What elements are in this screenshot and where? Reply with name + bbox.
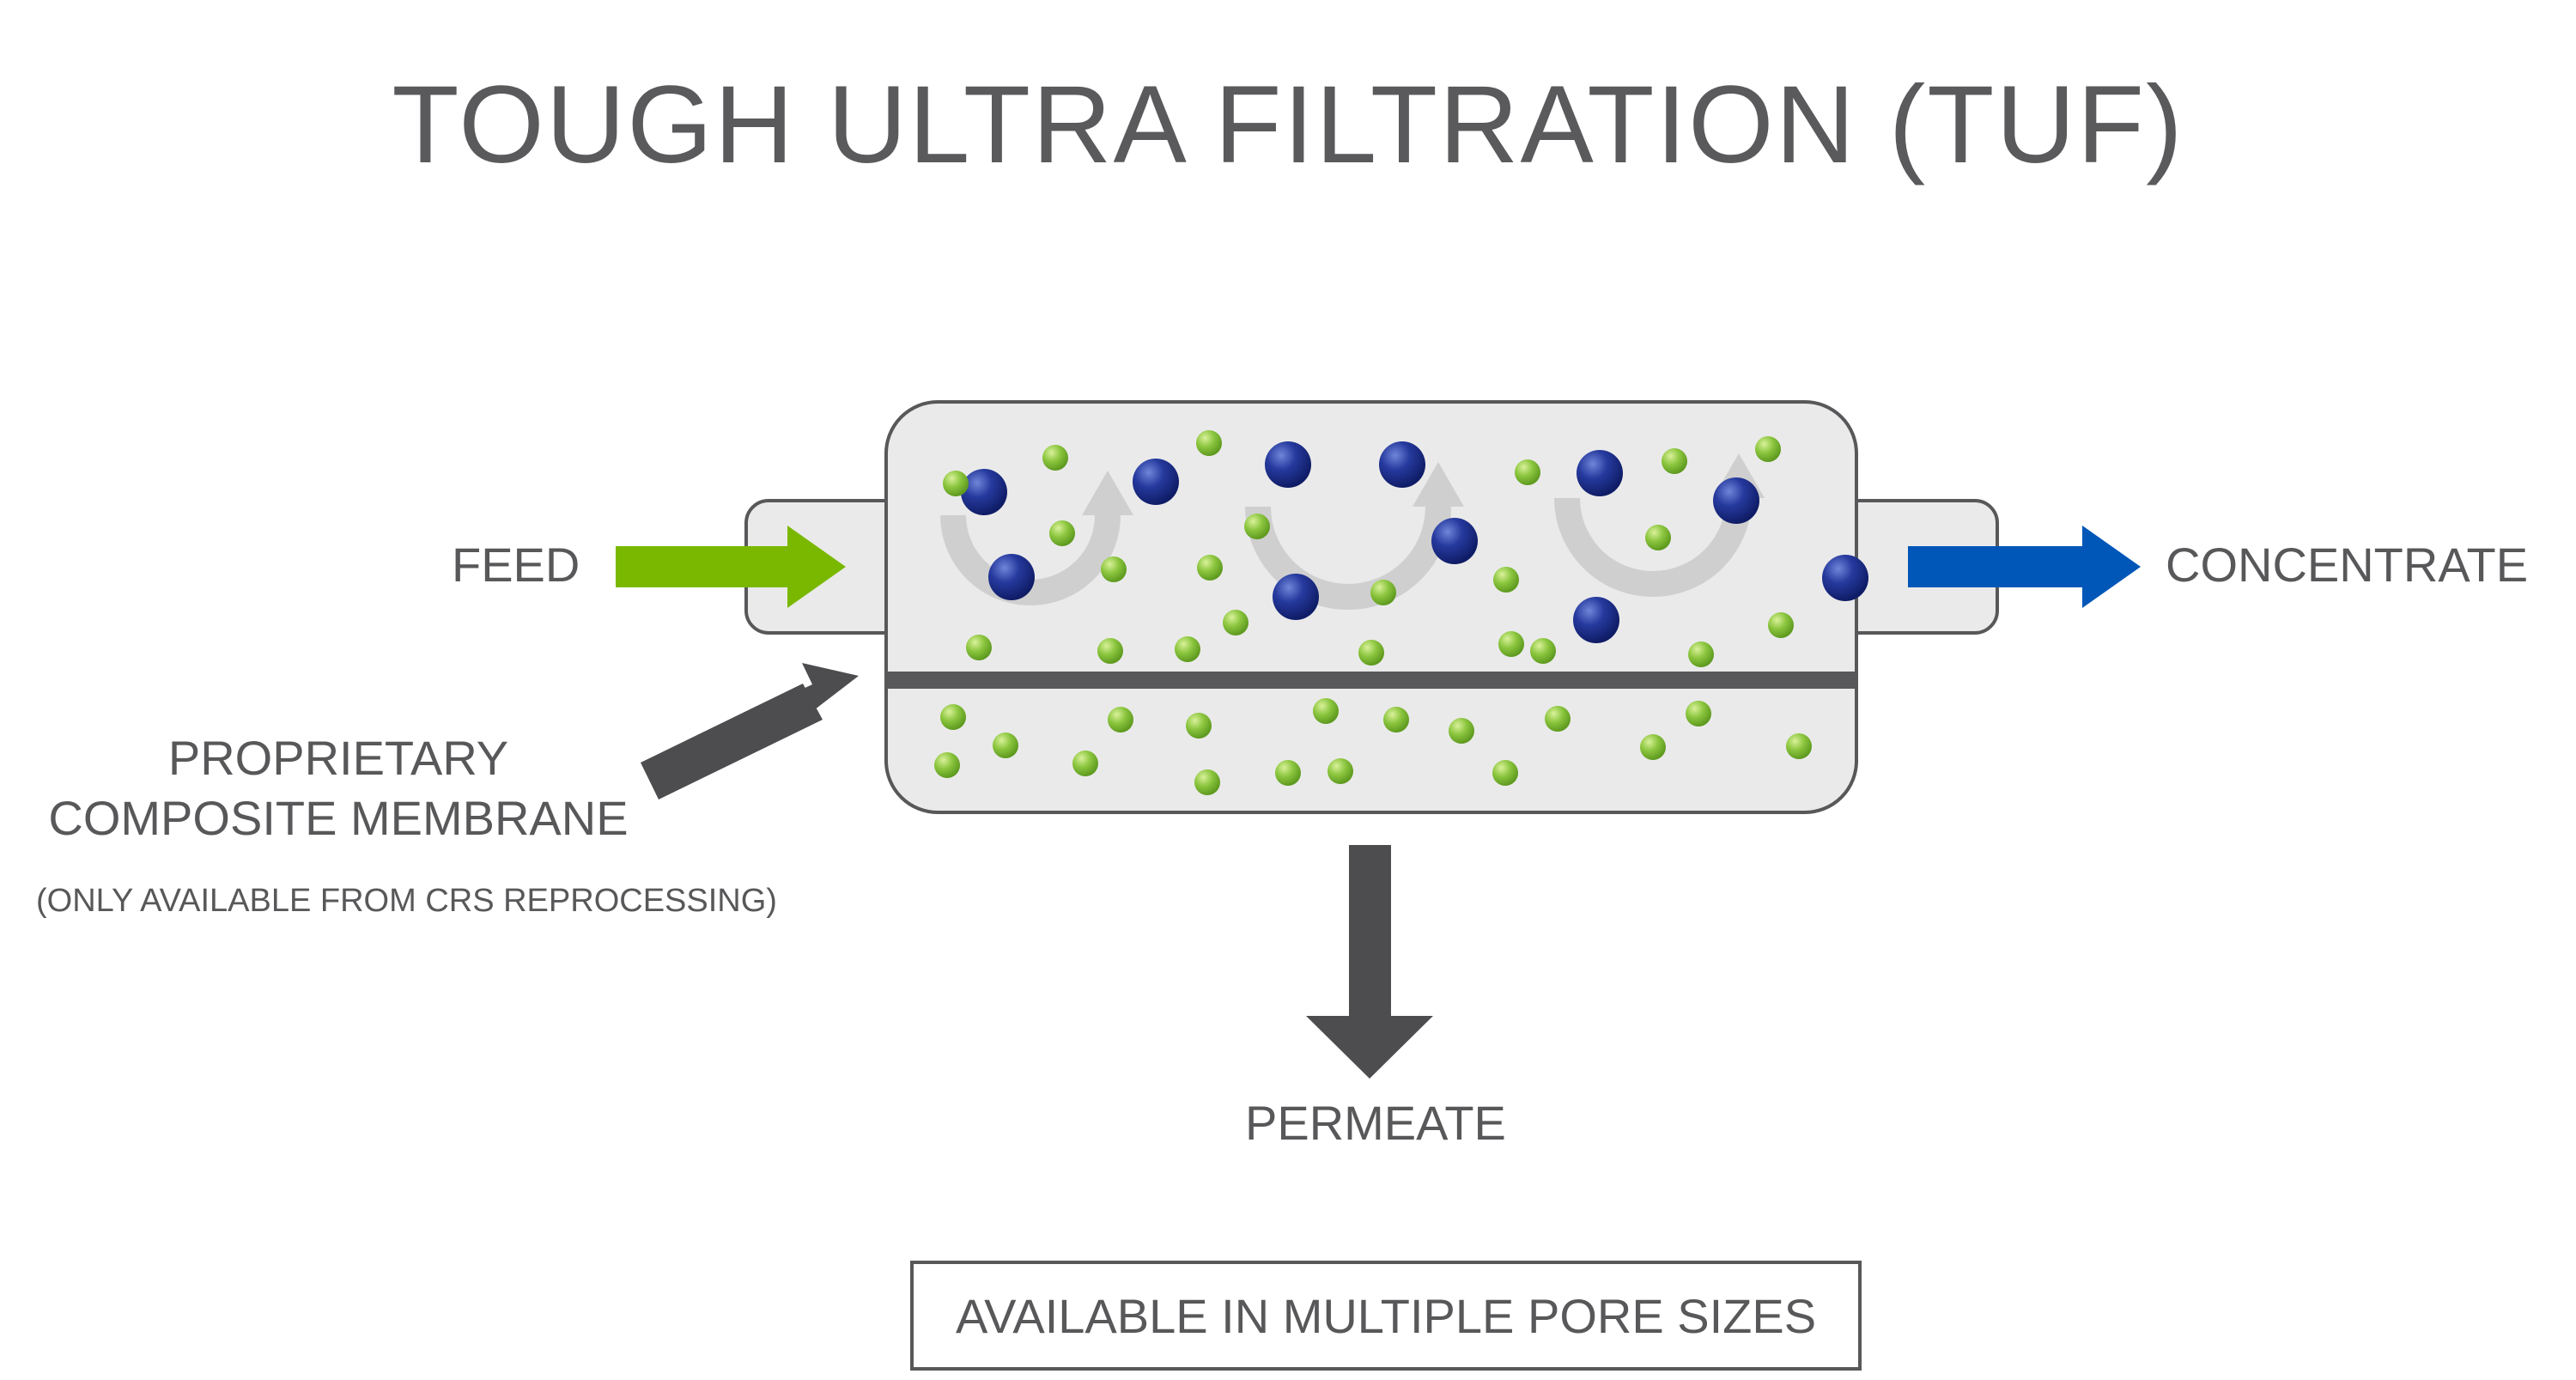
small-particle — [1358, 640, 1384, 666]
small-particle — [1688, 641, 1714, 667]
large-particle — [961, 469, 1007, 515]
membrane-label-line2: COMPOSITE MEMBRANE — [48, 791, 629, 845]
small-particle — [1492, 760, 1518, 786]
small-particle — [1097, 638, 1123, 664]
flow-arrow-1 — [940, 514, 1121, 605]
small-particle — [1197, 555, 1223, 581]
small-particle — [1768, 612, 1794, 638]
large-particle — [1273, 574, 1319, 620]
small-particle — [1313, 698, 1339, 724]
pore-sizes-text: AVAILABLE IN MULTIPLE PORE SIZES — [955, 1288, 1817, 1343]
small-particle — [1545, 706, 1571, 732]
small-particle — [1449, 718, 1474, 744]
small-particle — [1515, 459, 1540, 485]
composite-membrane — [886, 672, 1856, 689]
small-particle — [943, 471, 969, 496]
large-particle — [1577, 450, 1623, 496]
small-particle — [1042, 445, 1068, 471]
small-particle — [1175, 636, 1200, 662]
small-particle — [1244, 514, 1270, 539]
large-particle — [1379, 441, 1425, 488]
small-particle — [993, 733, 1018, 758]
large-particle — [1573, 597, 1619, 643]
small-particle — [1686, 701, 1711, 726]
small-particle — [1223, 610, 1249, 635]
small-particle — [1498, 631, 1524, 657]
pore-sizes-box: AVAILABLE IN MULTIPLE PORE SIZES — [910, 1261, 1862, 1371]
flow-arrow-3 — [1554, 497, 1752, 597]
membrane-label: PROPRIETARY COMPOSITE MEMBRANE — [21, 728, 656, 848]
small-particle — [1786, 733, 1812, 759]
permeate-arrow — [1306, 845, 1433, 1079]
small-particle — [1383, 707, 1409, 733]
small-particle — [1530, 638, 1556, 664]
small-particle — [1640, 734, 1666, 760]
concentrate-arrow — [1908, 526, 2141, 608]
membrane-pointer-shaft — [641, 684, 823, 799]
small-particle — [940, 704, 966, 730]
flow-arrow-2 — [1245, 506, 1451, 610]
small-particle — [1101, 556, 1127, 582]
small-particle — [1327, 758, 1353, 784]
feed-arrow — [616, 526, 846, 608]
large-particles — [961, 441, 1868, 643]
membrane-note: (ONLY AVAILABLE FROM CRS REPROCESSING) — [36, 883, 777, 919]
large-particle — [1431, 518, 1478, 564]
small-particle — [1493, 567, 1519, 593]
small-particle — [1108, 707, 1133, 733]
small-particle — [1186, 713, 1212, 739]
small-particle — [934, 752, 960, 778]
small-particles — [934, 430, 1812, 795]
small-particle — [1194, 769, 1220, 795]
large-particle — [1822, 555, 1868, 601]
small-particle — [1662, 448, 1687, 474]
feed-label: FEED — [452, 538, 580, 592]
small-particle — [1645, 525, 1671, 550]
page-title: TOUGH ULTRA FILTRATION (TUF) — [392, 64, 2184, 186]
large-particle — [1713, 477, 1759, 524]
large-particle — [1265, 441, 1311, 488]
small-particle — [966, 635, 992, 660]
small-particle — [1275, 760, 1301, 786]
membrane-label-line1: PROPRIETARY — [167, 731, 509, 785]
permeate-label: PERMEATE — [1245, 1096, 1506, 1150]
small-particle — [1049, 520, 1075, 546]
large-particle — [988, 554, 1035, 600]
small-particle — [1072, 751, 1098, 776]
small-particle — [1755, 436, 1781, 462]
flow-arrows — [940, 497, 1752, 610]
large-particle — [1133, 459, 1179, 505]
small-particle — [1196, 430, 1222, 456]
filter-housing — [884, 400, 1858, 814]
small-particle — [1370, 580, 1396, 605]
concentrate-label: CONCENTRATE — [2166, 538, 2529, 592]
